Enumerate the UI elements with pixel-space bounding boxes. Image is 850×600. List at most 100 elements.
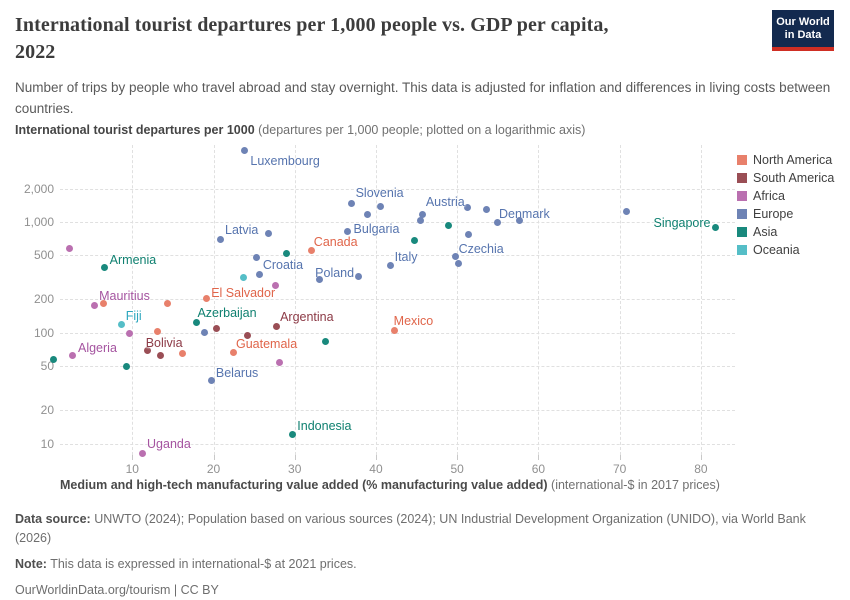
cc-by-link[interactable]: CC BY: [180, 583, 219, 597]
data-point[interactable]: [322, 338, 330, 346]
data-point-bolivia[interactable]: [144, 347, 152, 355]
data-point-canada[interactable]: [308, 246, 316, 254]
country-label-croatia[interactable]: Croatia: [262, 258, 304, 273]
data-point[interactable]: [99, 300, 107, 308]
country-label-poland[interactable]: Poland: [315, 266, 355, 281]
data-point-mauritius[interactable]: [90, 301, 98, 309]
data-point-indonesia[interactable]: [288, 431, 296, 439]
data-point[interactable]: [253, 253, 261, 261]
country-label-canada[interactable]: Canada: [313, 235, 358, 250]
owid-url-link[interactable]: OurWorldinData.org/tourism: [15, 583, 171, 597]
country-label-mexico[interactable]: Mexico: [393, 314, 434, 329]
data-point-argentina[interactable]: [272, 322, 280, 330]
data-point[interactable]: [179, 350, 187, 358]
country-label-indonesia[interactable]: Indonesia: [297, 418, 352, 433]
data-point-austria[interactable]: [464, 204, 472, 212]
country-label-guatemala[interactable]: Guatemala: [236, 336, 298, 351]
data-point-poland[interactable]: [354, 272, 362, 280]
data-point[interactable]: [157, 351, 165, 359]
data-point[interactable]: [265, 229, 273, 237]
data-point[interactable]: [271, 281, 279, 289]
data-point-azerbaijan[interactable]: [192, 318, 200, 326]
legend-item-africa[interactable]: Africa: [737, 187, 834, 205]
data-point[interactable]: [66, 244, 74, 252]
data-point[interactable]: [153, 327, 161, 335]
data-point-el-salvador[interactable]: [202, 294, 210, 302]
data-point[interactable]: [516, 217, 524, 225]
data-point-italy[interactable]: [387, 261, 395, 269]
legend-item-oceania[interactable]: Oceania: [737, 241, 834, 259]
data-point[interactable]: [418, 211, 426, 219]
data-point[interactable]: [163, 300, 171, 308]
data-point-belarus[interactable]: [208, 377, 216, 385]
data-point[interactable]: [315, 276, 323, 284]
legend-item-europe[interactable]: Europe: [737, 205, 834, 223]
country-label-argentina[interactable]: Argentina: [280, 310, 334, 325]
data-point-algeria[interactable]: [69, 352, 77, 360]
country-label-el-salvador[interactable]: El Salvador: [211, 286, 276, 301]
data-point-denmark[interactable]: [493, 218, 501, 226]
country-label-denmark[interactable]: Denmark: [499, 207, 550, 222]
legend-item-north_america[interactable]: North America: [737, 151, 834, 169]
data-point[interactable]: [283, 250, 291, 258]
data-point-slovenia[interactable]: [348, 199, 356, 207]
country-label-belarus[interactable]: Belarus: [215, 365, 259, 380]
country-label-italy[interactable]: Italy: [394, 250, 418, 265]
note-label: Note:: [15, 557, 47, 571]
data-point-croatia[interactable]: [256, 270, 264, 278]
data-point[interactable]: [482, 206, 490, 214]
data-point-mexico[interactable]: [391, 326, 399, 334]
data-point-bulgaria[interactable]: [344, 228, 352, 235]
country-label-azerbaijan[interactable]: Azerbaijan: [197, 306, 257, 321]
data-point[interactable]: [125, 330, 133, 338]
country-label-latvia[interactable]: Latvia: [225, 223, 259, 238]
owid-logo[interactable]: Our World in Data: [772, 10, 834, 51]
data-point[interactable]: [240, 274, 248, 282]
data-point[interactable]: [50, 356, 58, 364]
legend-item-south_america[interactable]: South America: [737, 169, 834, 187]
country-label-bulgaria[interactable]: Bulgaria: [353, 221, 400, 236]
data-point[interactable]: [123, 362, 131, 370]
data-point[interactable]: [411, 237, 419, 245]
country-label-fiji[interactable]: Fiji: [125, 308, 142, 323]
country-label-mauritius[interactable]: Mauritius: [99, 289, 150, 304]
legend-item-asia[interactable]: Asia: [737, 223, 834, 241]
data-point-guatemala[interactable]: [229, 349, 237, 357]
country-label-armenia[interactable]: Armenia: [109, 252, 157, 267]
data-point-armenia[interactable]: [101, 264, 109, 272]
data-point[interactable]: [444, 221, 452, 229]
y-tick-label-50: 50: [40, 359, 54, 374]
data-point[interactable]: [417, 217, 425, 225]
country-label-austria[interactable]: Austria: [425, 194, 465, 209]
data-point[interactable]: [455, 260, 463, 268]
gridline-y-100: [60, 332, 735, 334]
country-label-singapore[interactable]: Singapore: [653, 215, 711, 230]
legend-label-asia: Asia: [753, 225, 778, 239]
country-label-luxembourg[interactable]: Luxembourg: [250, 153, 320, 168]
chart-subtitle: Number of trips by people who travel abr…: [15, 80, 831, 116]
data-point[interactable]: [364, 210, 372, 218]
data-point-latvia[interactable]: [216, 235, 224, 243]
x-axis-title: Medium and high-tech manufacturing value…: [60, 478, 735, 492]
chart-footer: Data source: UNWTO (2024); Population ba…: [15, 510, 835, 600]
data-point-fiji[interactable]: [118, 321, 126, 329]
country-label-uganda[interactable]: Uganda: [147, 437, 191, 452]
country-label-bolivia[interactable]: Bolivia: [145, 335, 183, 350]
data-point[interactable]: [213, 324, 221, 332]
data-point-luxembourg[interactable]: [240, 147, 248, 155]
x-tick-mark-60: [538, 455, 540, 460]
data-point[interactable]: [623, 207, 631, 215]
country-label-czechia[interactable]: Czechia: [458, 241, 504, 256]
legend-swatch-south_america: [737, 173, 747, 183]
data-point[interactable]: [377, 202, 385, 210]
data-point[interactable]: [275, 358, 283, 366]
data-point-czechia[interactable]: [452, 253, 460, 261]
data-point-uganda[interactable]: [138, 449, 146, 457]
country-label-slovenia[interactable]: Slovenia: [355, 186, 404, 201]
data-point[interactable]: [244, 331, 252, 339]
y-axis-title: International tourist departures per 100…: [15, 123, 585, 137]
data-point[interactable]: [465, 231, 473, 239]
country-label-algeria[interactable]: Algeria: [77, 340, 117, 355]
data-point[interactable]: [201, 328, 209, 336]
data-point-singapore[interactable]: [712, 224, 719, 232]
